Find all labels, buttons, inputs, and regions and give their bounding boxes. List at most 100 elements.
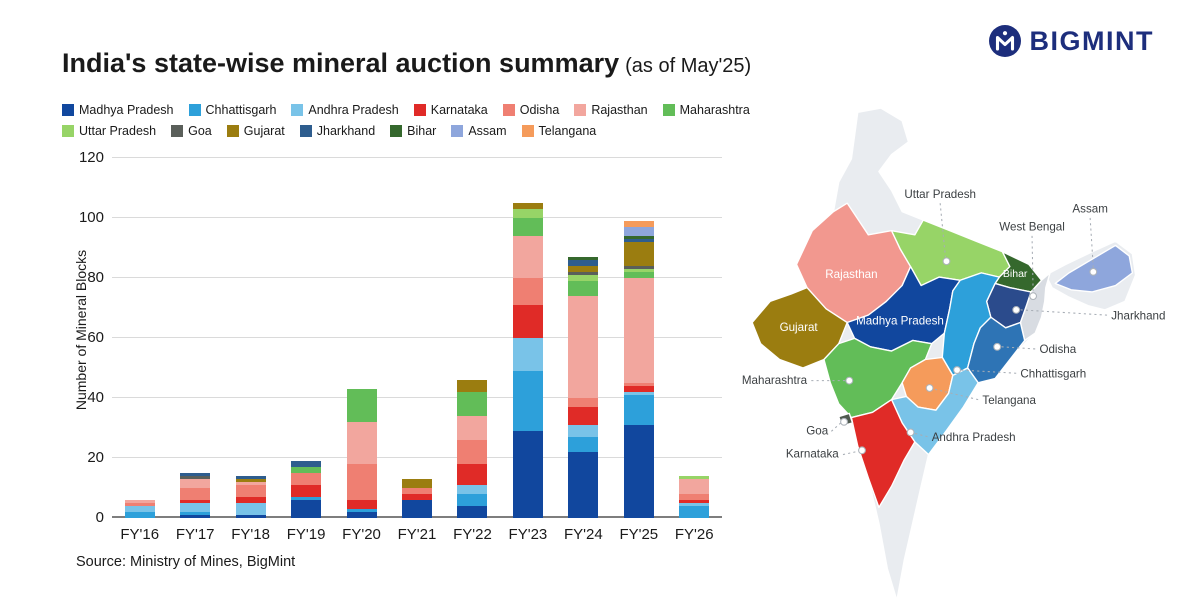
bar-segment-karnataka[interactable] <box>623 386 654 392</box>
bar-segment-madhya-pradesh[interactable] <box>623 425 654 518</box>
bar-segment-rajasthan[interactable] <box>180 479 211 488</box>
bar-segment-chhattisgarh[interactable] <box>346 509 377 512</box>
bar-segment-maharashtra[interactable] <box>346 389 377 422</box>
bar-segment-karnataka[interactable] <box>346 500 377 509</box>
bar-segment-rajasthan[interactable] <box>457 416 488 440</box>
legend-item-rajasthan[interactable]: Rajasthan <box>574 103 648 117</box>
bar-segment-gujarat[interactable] <box>623 242 654 266</box>
legend-item-gujarat[interactable]: Gujarat <box>226 124 285 138</box>
bar-segment-karnataka[interactable] <box>457 464 488 485</box>
legend-item-bihar[interactable]: Bihar <box>390 124 436 138</box>
bar-segment-odisha[interactable] <box>346 464 377 500</box>
bar-segment-goa[interactable] <box>623 266 654 269</box>
bar-segment-rajasthan[interactable] <box>512 236 543 278</box>
bar-FY'19[interactable] <box>291 461 322 518</box>
bar-segment-goa[interactable] <box>180 476 211 479</box>
bar-segment-odisha[interactable] <box>512 278 543 305</box>
bar-segment-madhya-pradesh[interactable] <box>568 452 599 518</box>
bar-FY'22[interactable] <box>457 380 488 518</box>
bar-segment-maharashtra[interactable] <box>512 218 543 236</box>
bar-segment-jharkhand[interactable] <box>623 239 654 242</box>
bar-segment-assam[interactable] <box>623 227 654 236</box>
bar-segment-madhya-pradesh[interactable] <box>402 500 432 518</box>
bar-segment-chhattisgarh[interactable] <box>679 506 710 518</box>
bar-segment-gujarat[interactable] <box>402 479 432 488</box>
bar-segment-karnataka[interactable] <box>512 305 543 338</box>
bar-segment-madhya-pradesh[interactable] <box>291 500 322 518</box>
bar-segment-chhattisgarh[interactable] <box>291 497 322 500</box>
bar-segment-karnataka[interactable] <box>180 500 211 503</box>
bar-segment-gujarat[interactable] <box>235 479 266 482</box>
bar-FY'25[interactable] <box>623 221 654 518</box>
bar-segment-rajasthan[interactable] <box>124 500 155 503</box>
bar-segment-jharkhand[interactable] <box>568 260 599 266</box>
bar-segment-andhra-pradesh[interactable] <box>235 503 266 515</box>
bar-segment-maharashtra[interactable] <box>457 392 488 416</box>
bar-segment-jharkhand[interactable] <box>235 476 266 479</box>
legend-item-madhya-pradesh[interactable]: Madhya Pradesh <box>62 103 174 117</box>
bar-segment-odisha[interactable] <box>291 473 322 485</box>
legend-item-odisha[interactable]: Odisha <box>502 103 559 117</box>
bar-FY'23[interactable] <box>512 203 543 518</box>
bar-FY'18[interactable] <box>235 476 266 518</box>
legend-item-andhra-pradesh[interactable]: Andhra Pradesh <box>291 103 399 117</box>
legend-item-telangana[interactable]: Telangana <box>521 124 596 138</box>
legend-item-maharashtra[interactable]: Maharashtra <box>662 103 750 117</box>
bar-segment-rajasthan[interactable] <box>623 278 654 383</box>
bar-segment-karnataka[interactable] <box>568 407 599 425</box>
bar-segment-odisha[interactable] <box>180 488 211 500</box>
bar-segment-odisha[interactable] <box>679 494 710 500</box>
bar-FY'16[interactable] <box>124 500 155 518</box>
bar-FY'24[interactable] <box>568 257 599 518</box>
bar-segment-gujarat[interactable] <box>457 380 488 392</box>
bar-segment-bihar[interactable] <box>568 257 599 260</box>
bar-segment-jharkhand[interactable] <box>180 473 211 476</box>
bar-segment-bihar[interactable] <box>623 236 654 239</box>
bar-segment-karnataka[interactable] <box>291 485 322 497</box>
legend-item-karnataka[interactable]: Karnataka <box>413 103 488 117</box>
bar-segment-madhya-pradesh[interactable] <box>512 431 543 518</box>
bar-segment-rajasthan[interactable] <box>679 479 710 494</box>
legend-item-assam[interactable]: Assam <box>451 124 507 138</box>
bar-segment-rajasthan[interactable] <box>568 296 599 398</box>
bar-segment-karnataka[interactable] <box>402 494 432 500</box>
bar-segment-uttar-pradesh[interactable] <box>679 476 710 479</box>
bar-segment-andhra-pradesh[interactable] <box>124 506 155 512</box>
bar-segment-andhra-pradesh[interactable] <box>457 485 488 494</box>
bar-segment-gujarat[interactable] <box>512 203 543 209</box>
bar-FY'21[interactable] <box>402 479 432 518</box>
bar-segment-karnataka[interactable] <box>235 497 266 503</box>
bar-segment-andhra-pradesh[interactable] <box>180 503 211 512</box>
bar-segment-chhattisgarh[interactable] <box>457 494 488 506</box>
bar-FY'17[interactable] <box>180 473 211 518</box>
bar-segment-andhra-pradesh[interactable] <box>623 392 654 395</box>
bar-segment-andhra-pradesh[interactable] <box>568 425 599 437</box>
bar-segment-madhya-pradesh[interactable] <box>180 515 211 518</box>
bar-FY'20[interactable] <box>346 389 377 518</box>
bar-segment-uttar-pradesh[interactable] <box>512 209 543 218</box>
legend-item-jharkhand[interactable]: Jharkhand <box>299 124 375 138</box>
bar-segment-madhya-pradesh[interactable] <box>346 512 377 518</box>
bar-segment-rajasthan[interactable] <box>346 422 377 464</box>
bar-FY'26[interactable] <box>679 476 710 518</box>
bar-segment-maharashtra[interactable] <box>568 281 599 296</box>
legend-item-chhattisgarh[interactable]: Chhattisgarh <box>188 103 276 117</box>
bar-segment-chhattisgarh[interactable] <box>124 512 155 518</box>
bar-segment-madhya-pradesh[interactable] <box>457 506 488 518</box>
bar-segment-odisha[interactable] <box>124 503 155 506</box>
legend-item-goa[interactable]: Goa <box>171 124 212 138</box>
bar-segment-odisha[interactable] <box>235 485 266 497</box>
bar-segment-andhra-pradesh[interactable] <box>512 338 543 371</box>
bar-segment-telangana[interactable] <box>623 221 654 227</box>
bar-segment-chhattisgarh[interactable] <box>568 437 599 452</box>
bar-segment-andhra-pradesh[interactable] <box>679 503 710 506</box>
bar-segment-chhattisgarh[interactable] <box>623 395 654 425</box>
bar-segment-rajasthan[interactable] <box>235 482 266 485</box>
bar-segment-jharkhand[interactable] <box>291 461 322 467</box>
bar-segment-odisha[interactable] <box>457 440 488 464</box>
bar-segment-chhattisgarh[interactable] <box>512 371 543 431</box>
bar-segment-gujarat[interactable] <box>568 266 599 272</box>
bar-segment-maharashtra[interactable] <box>291 467 322 473</box>
bar-segment-madhya-pradesh[interactable] <box>235 515 266 518</box>
bar-segment-odisha[interactable] <box>402 488 432 494</box>
